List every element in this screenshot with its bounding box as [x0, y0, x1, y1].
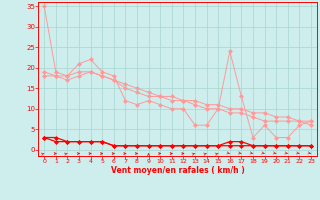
X-axis label: Vent moyen/en rafales ( km/h ): Vent moyen/en rafales ( km/h ) [111, 166, 244, 175]
